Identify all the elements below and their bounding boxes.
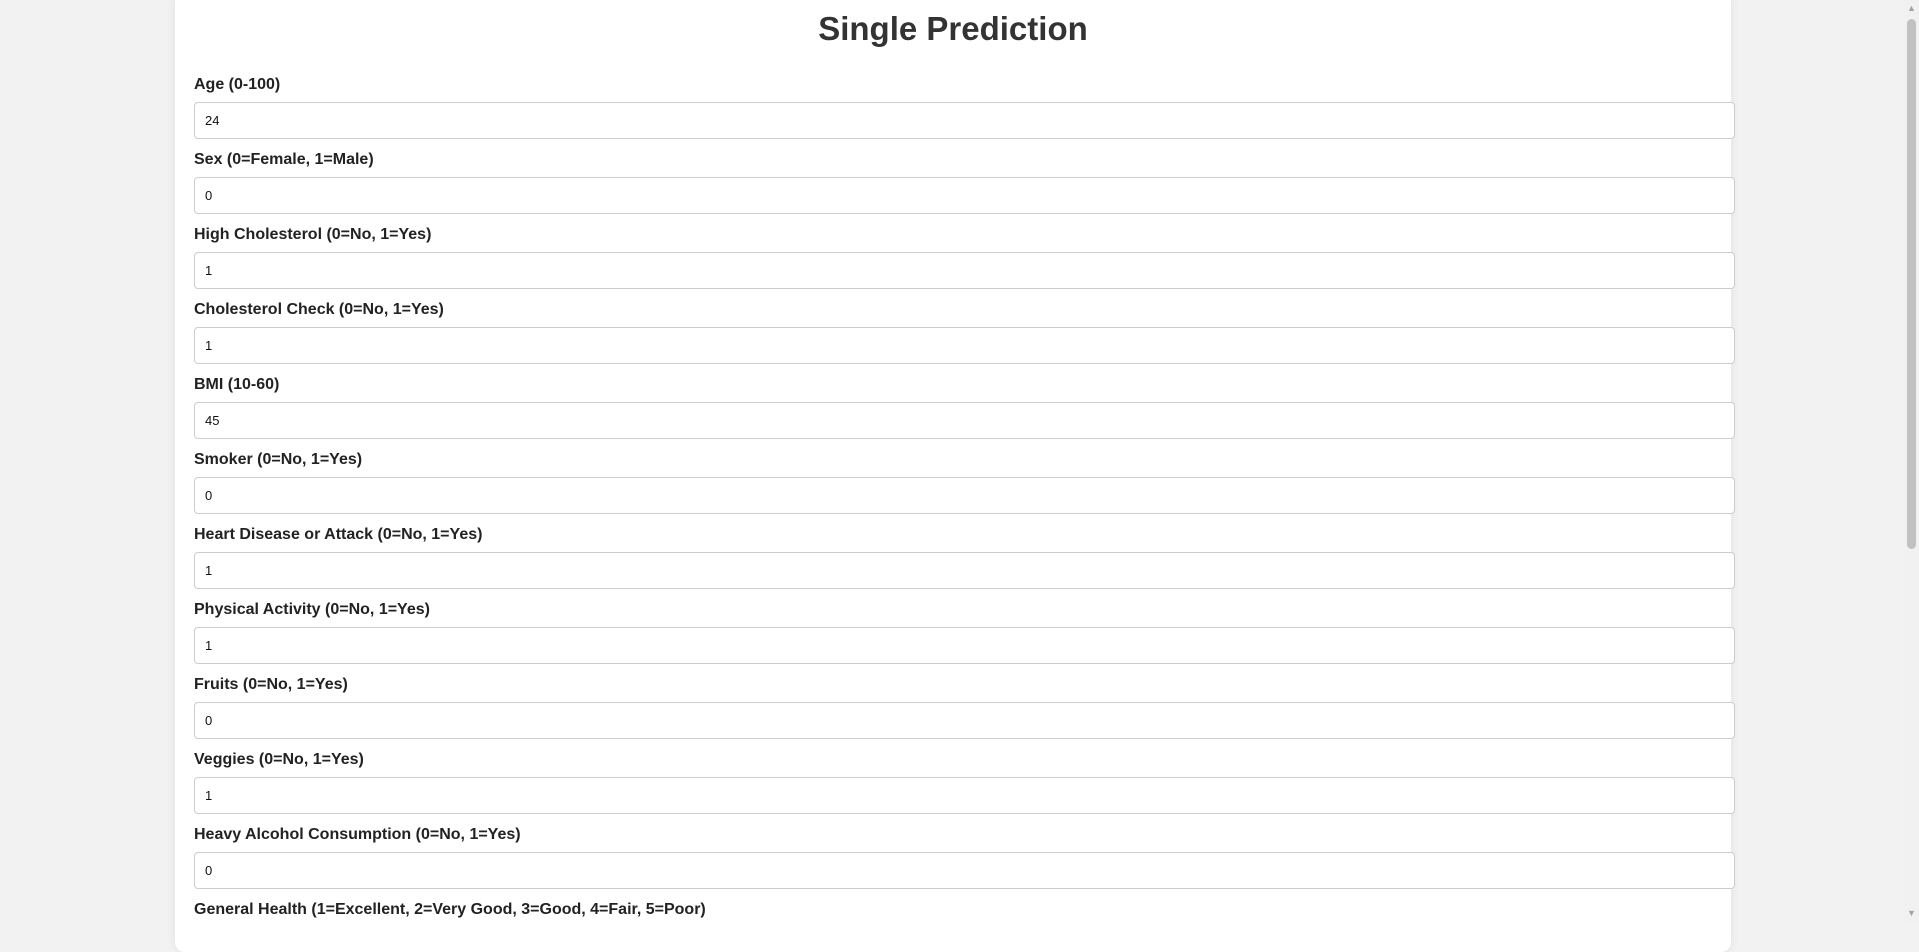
heart-disease-input[interactable] (194, 552, 1735, 589)
cholesterol-check-input[interactable] (194, 327, 1735, 364)
page-title: Single Prediction (818, 10, 1088, 47)
high-cholesterol-input[interactable] (194, 252, 1735, 289)
field-high-cholesterol: High Cholesterol (0=No, 1=Yes) (194, 225, 1735, 289)
heart-disease-label: Heart Disease or Attack (0=No, 1=Yes) (194, 526, 483, 543)
smoker-label: Smoker (0=No, 1=Yes) (194, 451, 363, 468)
physical-activity-label: Physical Activity (0=No, 1=Yes) (194, 601, 430, 618)
scrollbar-thumb[interactable] (1907, 19, 1916, 549)
fruits-input[interactable] (194, 702, 1735, 739)
field-fruits: Fruits (0=No, 1=Yes) (194, 675, 1735, 739)
veggies-input[interactable] (194, 777, 1735, 814)
field-smoker: Smoker (0=No, 1=Yes) (194, 450, 1735, 514)
smoker-input[interactable] (194, 477, 1735, 514)
scroll-down-icon[interactable]: ▼ (1907, 908, 1916, 918)
field-heart-disease: Heart Disease or Attack (0=No, 1=Yes) (194, 525, 1735, 589)
physical-activity-input[interactable] (194, 627, 1735, 664)
general-health-label: General Health (1=Excellent, 2=Very Good… (194, 901, 706, 918)
prediction-form-card: Single Prediction Age (0-100) Sex (0=Fem… (175, 0, 1735, 952)
field-bmi: BMI (10-60) (194, 375, 1735, 439)
page-scrollbar[interactable]: ▲ ▼ (1904, 0, 1919, 922)
field-heavy-alcohol: Heavy Alcohol Consumption (0=No, 1=Yes) (194, 825, 1735, 889)
cholesterol-check-label: Cholesterol Check (0=No, 1=Yes) (194, 301, 444, 318)
high-cholesterol-label: High Cholesterol (0=No, 1=Yes) (194, 226, 432, 243)
field-age: Age (0-100) (194, 75, 1735, 139)
veggies-label: Veggies (0=No, 1=Yes) (194, 751, 364, 768)
field-general-health: General Health (1=Excellent, 2=Very Good… (194, 900, 1735, 920)
field-veggies: Veggies (0=No, 1=Yes) (194, 750, 1735, 814)
bmi-label: BMI (10-60) (194, 376, 280, 393)
field-physical-activity: Physical Activity (0=No, 1=Yes) (194, 600, 1735, 664)
sex-label: Sex (0=Female, 1=Male) (194, 151, 374, 168)
bmi-input[interactable] (194, 402, 1735, 439)
sex-input[interactable] (194, 177, 1735, 214)
heavy-alcohol-label: Heavy Alcohol Consumption (0=No, 1=Yes) (194, 826, 521, 843)
field-sex: Sex (0=Female, 1=Male) (194, 150, 1735, 214)
field-cholesterol-check: Cholesterol Check (0=No, 1=Yes) (194, 300, 1735, 364)
age-label: Age (0-100) (194, 76, 281, 93)
age-input[interactable] (194, 102, 1735, 139)
fruits-label: Fruits (0=No, 1=Yes) (194, 676, 348, 693)
scroll-up-icon[interactable]: ▲ (1907, 3, 1916, 13)
heavy-alcohol-input[interactable] (194, 852, 1735, 889)
